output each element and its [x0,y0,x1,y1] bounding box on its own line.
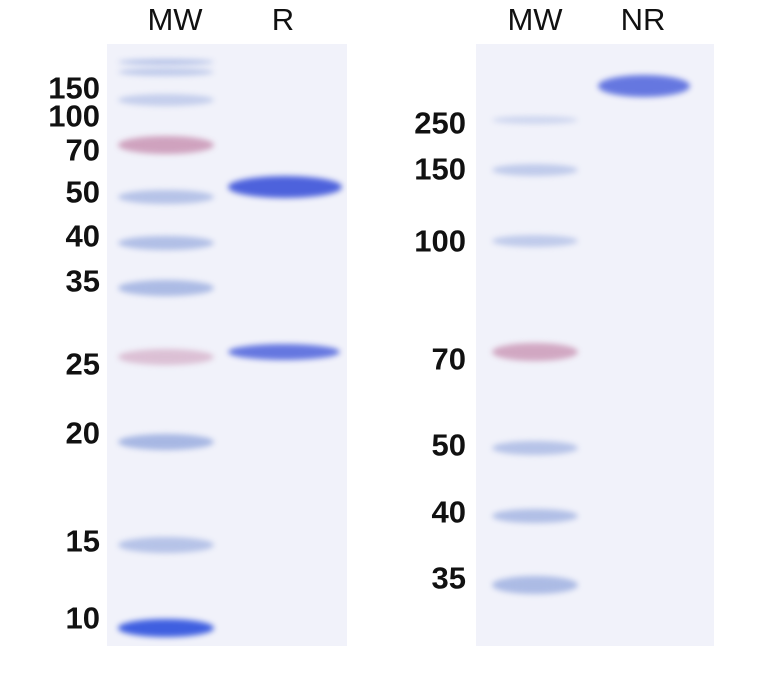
ladder-band [118,190,214,204]
right-mw-label: 50 [431,427,466,463]
ladder-band [118,619,214,637]
ladder-band [118,236,214,250]
ladder-band [118,59,214,65]
left-mw-label: 35 [65,263,100,299]
ladder-band [492,509,578,523]
left-mw-label: 50 [65,174,100,210]
left-mw-label: 15 [65,523,100,559]
ladder-band [492,116,578,124]
right-mw-label: 40 [431,494,466,530]
heavy-chain-band [228,176,342,198]
left-mw-label: 70 [65,132,100,168]
non-reduced-lane-header: NR [620,2,666,37]
ladder-band [118,537,214,553]
left-mw-header: MW [147,2,203,37]
ladder-band [492,235,578,247]
light-chain-band [228,344,340,360]
ladder-band-pink [118,136,214,154]
ladder-band [492,164,578,176]
left-mw-label: 100 [48,98,100,134]
left-mw-label: 20 [65,415,100,451]
left-mw-label: 40 [65,218,100,254]
right-mw-label: 70 [431,341,466,377]
ladder-band [118,68,214,76]
reduced-lane-header: R [271,2,295,37]
right-mw-label: 35 [431,560,466,596]
right-mw-header: MW [507,2,563,37]
left-mw-label: 150 [48,70,100,106]
intact-antibody-band [598,75,690,97]
right-mw-label: 250 [414,105,466,141]
right-mw-label: 150 [414,151,466,187]
ladder-band-pink [118,349,214,365]
ladder-band [492,576,578,594]
ladder-band [118,434,214,450]
ladder-band [492,441,578,455]
left-mw-label: 10 [65,600,100,636]
ladder-band-pink [492,343,578,361]
right-mw-label: 100 [414,223,466,259]
left-mw-label: 25 [65,346,100,382]
ladder-band [118,280,214,296]
ladder-band [118,94,214,106]
